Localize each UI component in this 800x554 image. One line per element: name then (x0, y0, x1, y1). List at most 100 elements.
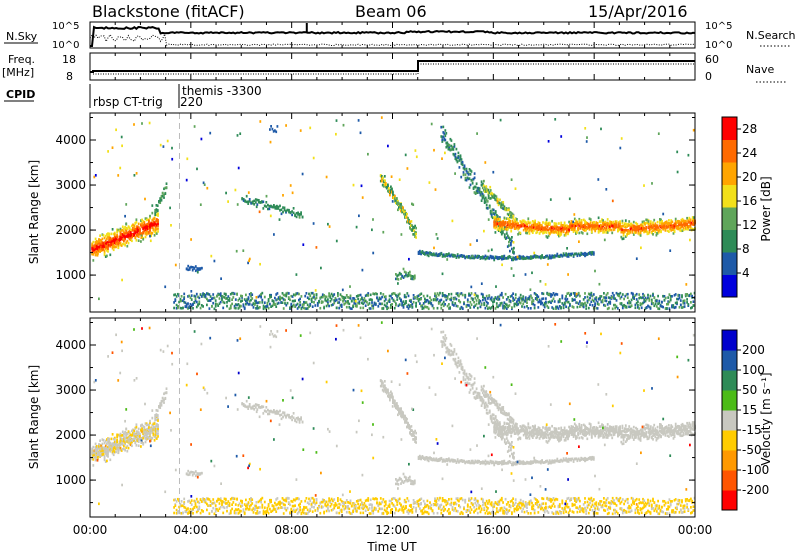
power-cell (315, 293, 318, 297)
velocity-cell (476, 391, 479, 395)
velocity-cell (397, 413, 399, 417)
power-cell (447, 145, 450, 148)
power-cell (135, 225, 138, 228)
power-cell (664, 227, 667, 231)
power-cell (136, 227, 139, 230)
power-cell (348, 302, 351, 306)
velocity-cell (262, 412, 265, 415)
power-cell (93, 251, 96, 254)
power-cell (273, 205, 275, 209)
power-cell (374, 292, 377, 295)
power-cell (645, 218, 648, 222)
y-tick-label: 3000 (55, 178, 86, 192)
power-cell (546, 254, 549, 258)
velocity-cell (414, 440, 416, 443)
power-cell (673, 222, 676, 226)
velocity-cell (396, 482, 399, 486)
velocity-cell (134, 435, 137, 438)
power-cell (294, 305, 296, 308)
power-cell (630, 298, 633, 302)
power-cell (499, 256, 502, 259)
power-cell (276, 292, 279, 295)
power-cell (494, 256, 497, 259)
power-cell (245, 200, 248, 204)
power-cell (486, 188, 489, 192)
power-cell (146, 218, 149, 222)
power-cell (402, 306, 405, 309)
velocity-cell (279, 414, 281, 417)
power-cell (686, 227, 688, 231)
power-cell (546, 304, 549, 308)
power-cell (379, 174, 382, 177)
power-cell (454, 297, 457, 300)
power-cell (223, 301, 226, 305)
power-cell (395, 273, 397, 276)
power-cell (274, 296, 276, 300)
power-cell (207, 292, 209, 296)
power-cell (476, 189, 479, 193)
power-cell (406, 274, 409, 278)
velocity-cell (452, 357, 455, 361)
velocity-cell (392, 398, 394, 402)
power-cell (613, 228, 616, 231)
power-cell (190, 294, 193, 297)
power-cell (165, 182, 168, 185)
power-cell (339, 304, 342, 307)
velocity-cell (101, 438, 104, 441)
power-cell (265, 194, 268, 198)
power-cell (108, 244, 111, 247)
power-cell (490, 256, 493, 260)
power-cell (134, 230, 137, 233)
velocity-cell (254, 406, 257, 409)
power-cell (474, 254, 477, 258)
power-cell (517, 233, 519, 236)
power-cell (555, 307, 557, 310)
power-cell (151, 222, 154, 225)
power-cell (277, 207, 280, 210)
power-cell (586, 136, 588, 139)
power-cell (525, 229, 527, 232)
power-cell (504, 208, 507, 211)
power-cell (572, 292, 575, 295)
power-cell (543, 305, 546, 309)
power-cell (444, 151, 446, 155)
power-cell (521, 223, 524, 227)
power-cell (594, 302, 596, 305)
power-cell (110, 232, 113, 236)
power-cell (495, 305, 498, 308)
power-cell (100, 249, 103, 252)
power-cell (663, 222, 666, 225)
power-cell (194, 295, 197, 298)
power-cell (108, 238, 111, 241)
power-cell (563, 227, 566, 231)
power-cell (634, 306, 637, 310)
power-cell (354, 302, 357, 306)
power-cell (643, 184, 645, 187)
power-cell (104, 234, 107, 238)
power-cell (535, 227, 538, 231)
power-cell (629, 225, 632, 228)
velocity-cell (160, 399, 163, 403)
velocity-cell (99, 454, 101, 458)
freq-label: Freq. (8, 53, 35, 66)
power-cell (508, 208, 510, 212)
power-cell (505, 298, 508, 301)
velocity-cell (194, 474, 197, 478)
power-cell (96, 254, 99, 257)
velocity-cell (441, 340, 444, 344)
power-cell (635, 257, 638, 260)
power-cell (551, 226, 553, 230)
power-cell (657, 229, 660, 232)
power-cell (548, 227, 551, 230)
velocity-cell (403, 415, 405, 418)
power-cell (155, 232, 158, 235)
power-cell (354, 304, 357, 308)
power-cell (489, 189, 492, 192)
power-cell (271, 127, 274, 131)
power-cell (498, 202, 501, 205)
power-cell (157, 218, 159, 222)
power-cell (393, 292, 396, 295)
power-cell (93, 244, 96, 247)
power-cell (94, 253, 97, 257)
power-cell (419, 252, 421, 255)
